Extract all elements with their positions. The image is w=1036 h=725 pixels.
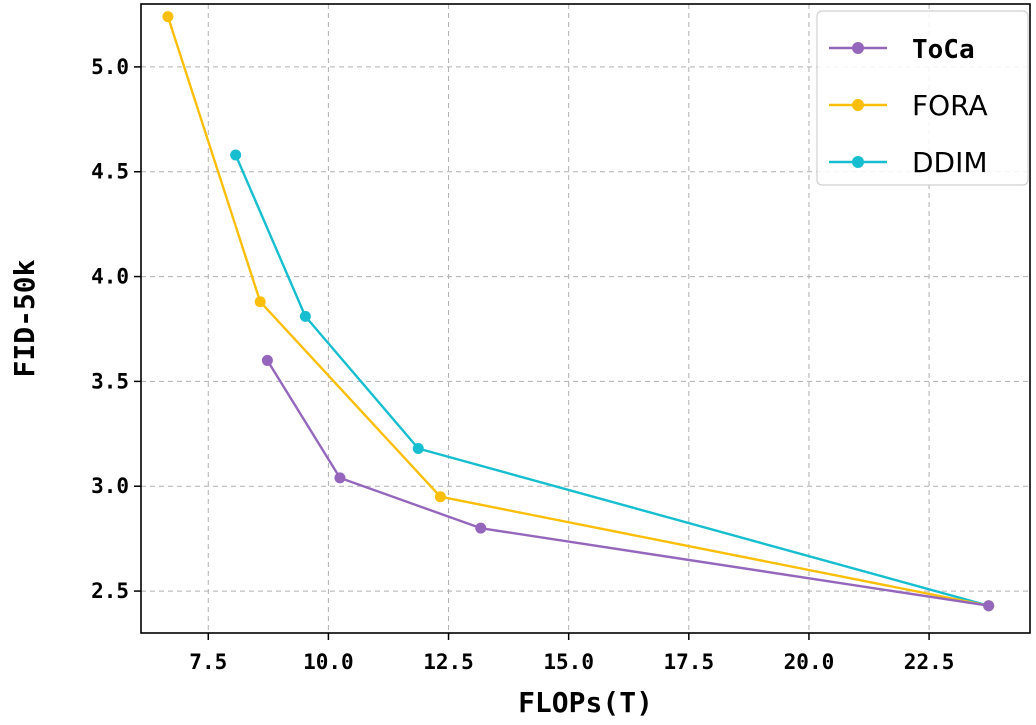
data-point-fora (434, 491, 446, 503)
y-tick-label: 3.0 (91, 474, 129, 498)
x-tick-label: 15.0 (543, 650, 594, 674)
x-tick-label: 10.0 (303, 650, 354, 674)
series-ddim (230, 149, 995, 612)
legend-label: FORA (912, 89, 988, 122)
y-axis-title: FID-50k (8, 259, 41, 377)
data-point-toca (475, 522, 487, 534)
x-axis-ticks: 7.5 10.0 12.5 15.0 17.5 20.0 22.5 (189, 633, 954, 674)
y-tick-label: 4.5 (91, 160, 129, 184)
series-toca (261, 354, 995, 612)
series-line-fora (166, 16, 989, 607)
legend: ToCa FORA DDIM (816, 10, 1029, 186)
series-line-toca (266, 359, 989, 607)
plot-frame (140, 3, 1031, 634)
x-tick-label: 12.5 (423, 650, 474, 674)
legend-item-fora: FORA (829, 89, 988, 122)
y-tick-label: 3.5 (91, 369, 129, 393)
data-point-ddim (299, 310, 311, 322)
data-point-toca (983, 600, 995, 612)
x-tick-label: 7.5 (189, 650, 227, 674)
legend-swatch-marker (852, 99, 864, 111)
legend-item-toca: ToCa (829, 35, 975, 65)
data-point-ddim (230, 149, 242, 161)
y-tick-label: 5.0 (91, 55, 129, 79)
x-tick-label: 22.5 (904, 650, 955, 674)
legend-swatch-marker (852, 156, 864, 168)
legend-label: ToCa (912, 35, 975, 65)
y-tick-label: 2.5 (91, 579, 129, 603)
legend-item-ddim: DDIM (829, 146, 988, 179)
series-layer (162, 11, 995, 612)
legend-box (816, 10, 1029, 186)
legend-swatch-marker (852, 42, 864, 54)
x-tick-label: 17.5 (664, 650, 715, 674)
series-line-ddim (234, 154, 989, 607)
y-tick-label: 4.0 (91, 265, 129, 289)
x-axis-title: FLOPs(T) (518, 686, 653, 719)
data-point-toca (261, 354, 273, 366)
data-point-ddim (412, 442, 424, 454)
data-point-toca (334, 472, 346, 484)
data-point-fora (162, 11, 174, 23)
y-axis-ticks: 2.5 3.0 3.5 4.0 4.5 5.0 (91, 55, 141, 603)
x-tick-label: 20.0 (784, 650, 835, 674)
legend-label: DDIM (912, 146, 988, 179)
data-point-fora (254, 296, 266, 308)
